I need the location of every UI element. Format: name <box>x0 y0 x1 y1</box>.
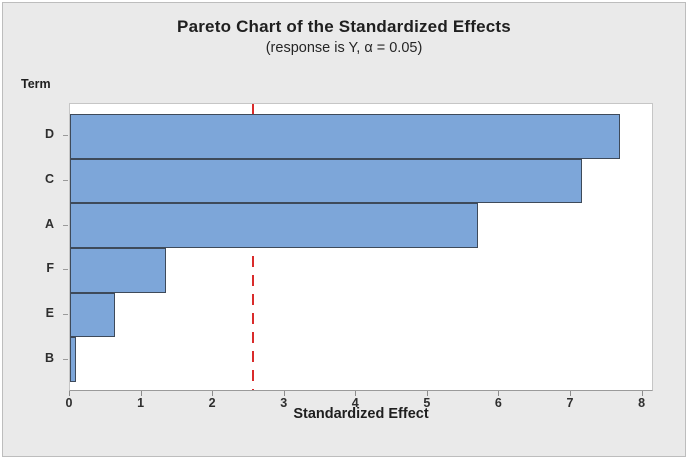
y-tick <box>63 269 68 271</box>
y-axis-title: Term <box>21 77 51 91</box>
y-tick <box>63 358 68 360</box>
x-tick-label-3: 3 <box>280 396 288 410</box>
bar-E <box>70 292 116 338</box>
x-tick <box>355 391 357 396</box>
x-tick <box>212 391 214 396</box>
chart-title: Pareto Chart of the Standardized Effects <box>177 17 511 36</box>
bar-D <box>70 114 621 159</box>
x-tick-label-5: 5 <box>423 396 431 410</box>
x-tick-label-2: 2 <box>208 396 216 410</box>
x-tick <box>641 391 643 396</box>
y-tick <box>63 135 68 137</box>
y-tick-label-A: A <box>44 216 54 231</box>
x-tick <box>498 391 500 396</box>
x-tick <box>140 391 142 396</box>
y-tick-label-D: D <box>44 127 54 142</box>
bar-A <box>70 203 478 248</box>
x-tick-label-7: 7 <box>566 396 574 410</box>
y-tick-label-B: B <box>44 350 54 365</box>
y-tick-label-E: E <box>45 306 54 320</box>
x-tick-label-4: 4 <box>351 396 359 410</box>
y-tick-label-F: F <box>46 261 54 276</box>
x-tick <box>569 391 571 396</box>
y-tick <box>63 224 68 226</box>
x-tick-label-1: 1 <box>137 396 145 410</box>
x-tick-label-8: 8 <box>638 396 646 410</box>
x-tick <box>283 391 285 396</box>
bar-F <box>70 248 166 293</box>
x-axis-title: Standardized Effect <box>293 406 429 422</box>
x-tick-label-0: 0 <box>65 396 73 410</box>
y-tick-label-C: C <box>44 172 54 186</box>
x-tick <box>426 391 428 396</box>
y-tick <box>63 314 68 315</box>
y-tick <box>63 180 68 181</box>
bar-B <box>70 337 76 382</box>
plot-area <box>69 103 653 391</box>
x-tick-label-6: 6 <box>494 396 502 410</box>
chart-subtitle: (response is Y, α = 0.05) <box>265 40 423 56</box>
x-tick <box>69 391 70 396</box>
bar-C <box>70 158 582 204</box>
